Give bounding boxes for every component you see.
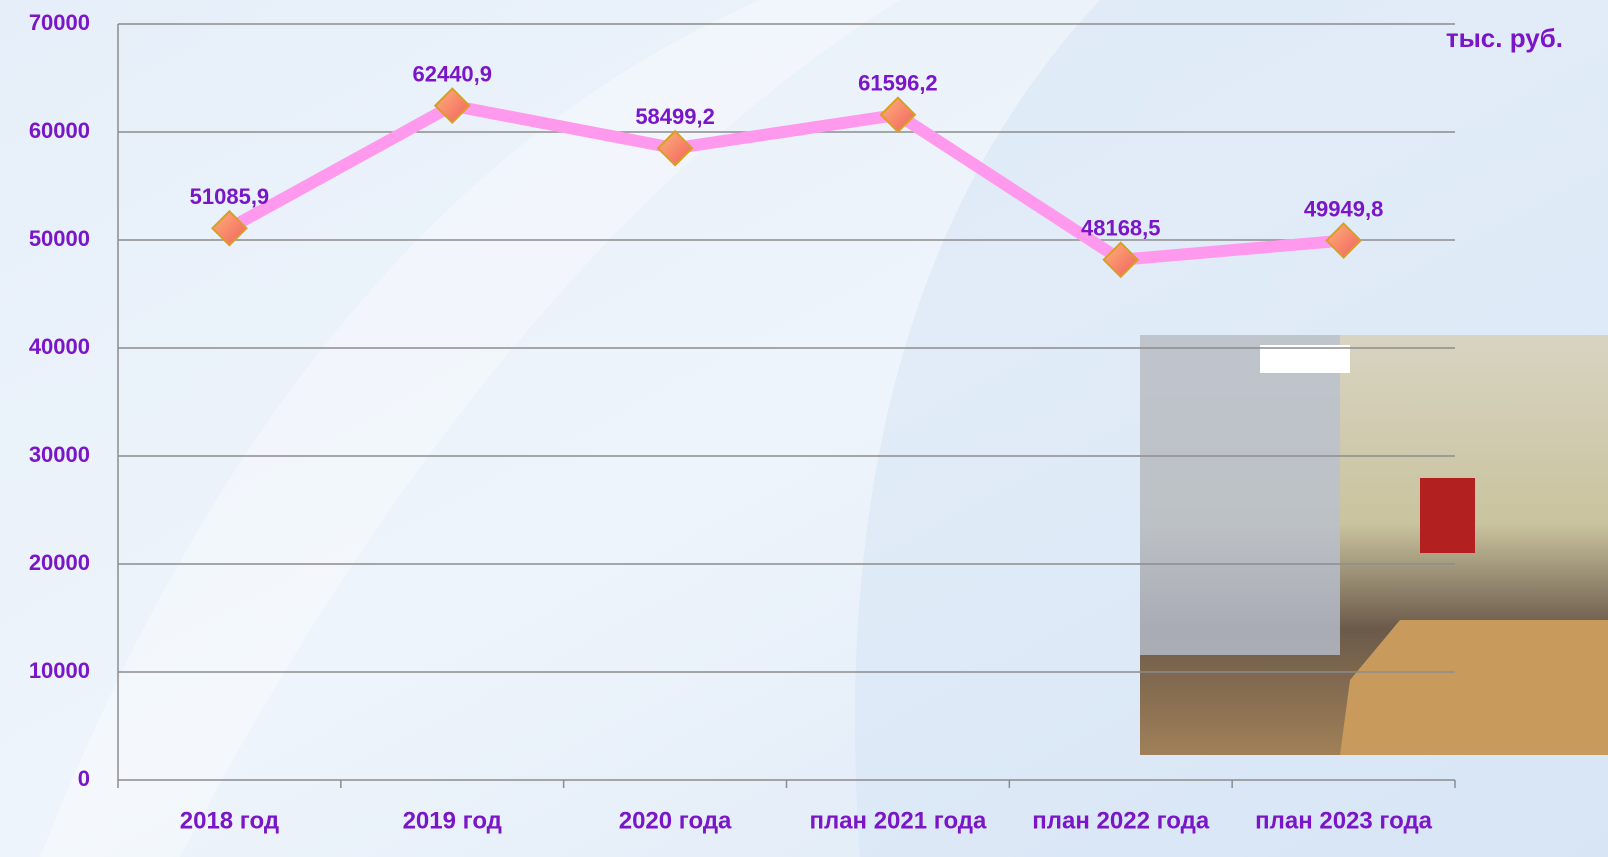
marker — [879, 96, 917, 134]
y-tick-label: 20000 — [29, 550, 90, 575]
x-tick-label: 2019 год — [403, 807, 502, 834]
x-tick-label: план 2022 года — [1032, 807, 1210, 834]
value-label: 51085,9 — [190, 184, 270, 209]
y-tick-label: 40000 — [29, 334, 90, 359]
y-tick-label: 70000 — [29, 10, 90, 35]
x-tick-label: 2018 год — [180, 807, 279, 834]
marker — [656, 129, 694, 167]
photo-emblem — [1420, 478, 1475, 553]
y-tick-label: 60000 — [29, 118, 90, 143]
value-label: 58499,2 — [635, 104, 715, 129]
photo-curtain — [1140, 335, 1340, 655]
value-label: 62440,9 — [412, 61, 492, 86]
photo-lamp — [1260, 345, 1350, 373]
photo-table — [1340, 620, 1608, 755]
unit-label: тыс. руб. — [1446, 23, 1563, 53]
y-tick-label: 30000 — [29, 442, 90, 467]
x-tick-label: план 2023 года — [1255, 807, 1433, 834]
y-tick-label: 10000 — [29, 658, 90, 683]
y-tick-label: 50000 — [29, 226, 90, 251]
y-tick-label: 0 — [78, 766, 90, 791]
marker — [1325, 222, 1362, 259]
x-tick-label: 2020 года — [619, 807, 732, 834]
series-line — [226, 99, 1345, 266]
marker — [1102, 241, 1140, 279]
marker — [433, 87, 471, 125]
photo — [1140, 335, 1608, 755]
marker — [211, 209, 248, 247]
value-label: 49949,8 — [1304, 196, 1384, 221]
value-label: 48168,5 — [1081, 216, 1161, 241]
decor-curve — [40, 0, 900, 857]
value-label: 61596,2 — [858, 71, 938, 96]
x-tick-label: план 2021 года — [809, 807, 987, 834]
